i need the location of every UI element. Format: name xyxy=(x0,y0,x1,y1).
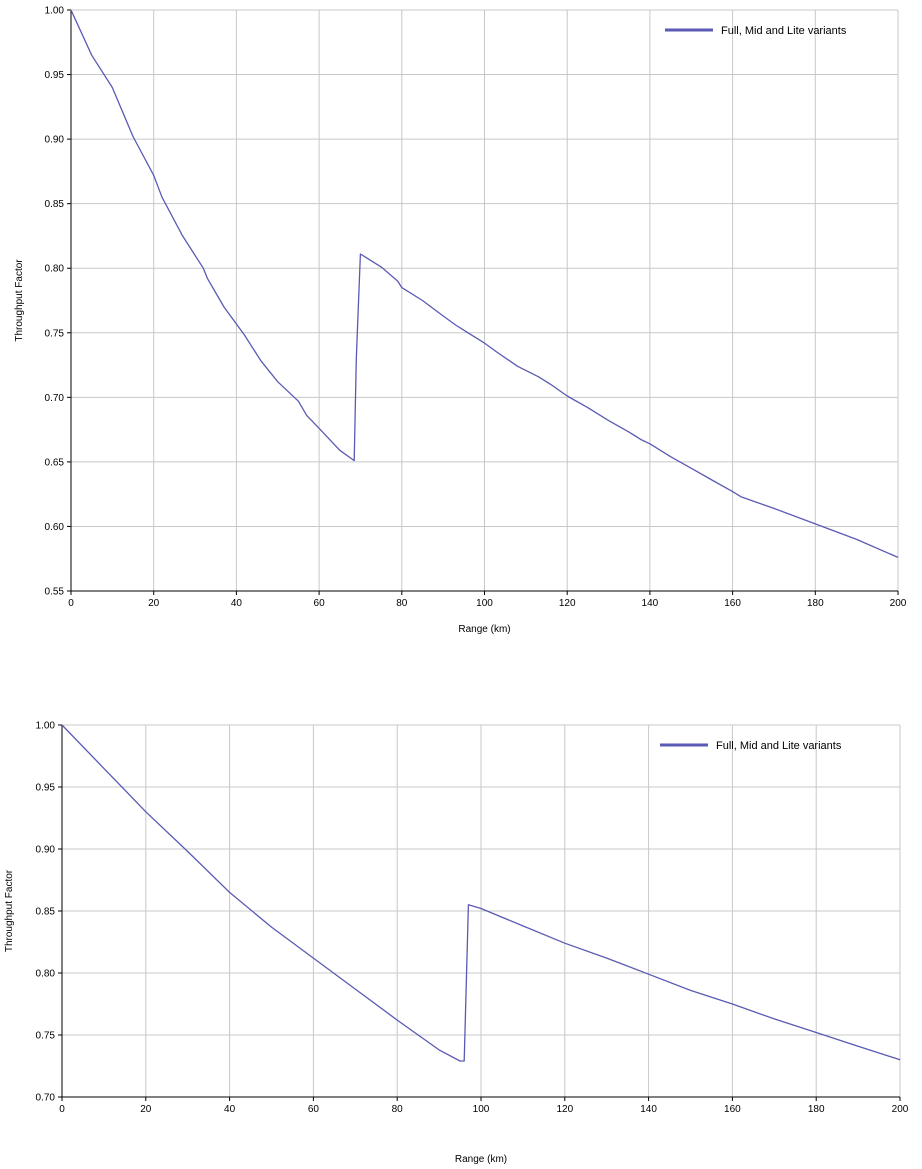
chart1-x-tick-label: 200 xyxy=(890,598,907,609)
chart2-x-tick-label: 100 xyxy=(473,1104,490,1115)
chart1-x-tick-label: 120 xyxy=(559,598,576,609)
chart2-series-line xyxy=(61,724,901,1062)
chart1-y-tick-label: 0.70 xyxy=(45,393,65,404)
chart1-y-tick-label: 0.85 xyxy=(45,199,65,210)
chart2-x-tick-label: 120 xyxy=(556,1104,573,1115)
chart2-x-tick-label: 200 xyxy=(892,1104,909,1115)
chart2-x-tick-label: 20 xyxy=(140,1104,152,1115)
chart2-y-tick-label: 0.75 xyxy=(36,1031,56,1042)
chart1-y-tick-label: 0.95 xyxy=(45,70,65,81)
chart1-x-tick-label: 60 xyxy=(314,598,326,609)
chart2-y-axis-title: Throughput Factor xyxy=(4,869,15,952)
chart2-x-axis-title: Range (km) xyxy=(455,1154,507,1165)
chart1-x-tick-label: 80 xyxy=(396,598,408,609)
chart1-x-tick-label: 0 xyxy=(68,598,74,609)
chart2-x-tick-label: 0 xyxy=(59,1104,65,1115)
chart2-y-tick-label: 1.00 xyxy=(36,721,56,732)
chart2-x-tick-label: 80 xyxy=(392,1104,404,1115)
chart1-x-tick-label: 40 xyxy=(231,598,243,609)
chart1-x-axis-title: Range (km) xyxy=(458,624,510,635)
chart1-x-tick-label: 100 xyxy=(476,598,493,609)
chart1-y-tick-label: 0.80 xyxy=(45,264,65,275)
chart1-x-tick-label: 20 xyxy=(148,598,160,609)
chart2-y-tick-label: 0.95 xyxy=(36,783,56,794)
chart1-y-tick-label: 0.60 xyxy=(45,522,65,533)
chart2-x-tick-label: 40 xyxy=(224,1104,236,1115)
chart2-x-tick-label: 160 xyxy=(724,1104,741,1115)
chart2-y-tick-label: 0.70 xyxy=(36,1093,56,1104)
chart2-y-tick-label: 0.85 xyxy=(36,907,56,918)
chart1-series-line xyxy=(70,9,899,558)
chart1-y-tick-label: 0.75 xyxy=(45,328,65,339)
chart2-x-tick-label: 60 xyxy=(308,1104,320,1115)
chart2-x-tick-label: 180 xyxy=(808,1104,825,1115)
chart2-x-tick-label: 140 xyxy=(640,1104,657,1115)
chart2-y-tick-label: 0.90 xyxy=(36,845,56,856)
chart2-y-tick-label: 0.80 xyxy=(36,969,56,980)
chart1-y-tick-label: 0.90 xyxy=(45,135,65,146)
chart1-y-tick-label: 1.00 xyxy=(45,6,65,17)
chart1-y-axis-title: Throughput Factor xyxy=(14,259,25,342)
chart1-y-tick-label: 0.65 xyxy=(45,457,65,468)
chart1-y-tick-label: 0.55 xyxy=(45,587,65,598)
chart2-legend-label: Full, Mid and Lite variants xyxy=(716,740,842,752)
chart1-x-tick-label: 160 xyxy=(724,598,741,609)
chart1-x-tick-label: 180 xyxy=(807,598,824,609)
chart1-legend-label: Full, Mid and Lite variants xyxy=(721,25,847,37)
chart1-x-tick-label: 140 xyxy=(642,598,659,609)
